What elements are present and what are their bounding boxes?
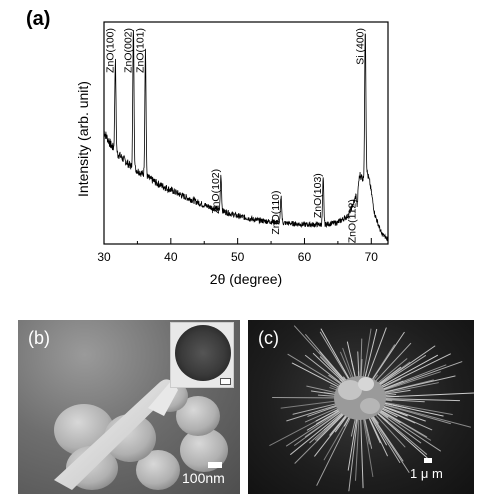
x-axis-label: 2θ (degree)	[210, 271, 282, 287]
nanostructure-image-c	[269, 325, 474, 492]
panel-label-a: (a)	[26, 8, 51, 30]
peak-label: ZnO(112)	[346, 199, 358, 243]
nanowire	[368, 400, 472, 428]
x-tick-label: 60	[298, 250, 312, 264]
xrd-line	[103, 30, 389, 242]
panel-tag-c: (c)	[258, 328, 279, 348]
nanostructure-image-b	[54, 379, 228, 490]
inset-disc	[175, 325, 231, 381]
peak-label: ZnO(103)	[312, 173, 324, 218]
scale-label-c: 1 μ m	[410, 466, 443, 481]
chart-axes: 30 40 50 60 70 2θ (degree) Intensity (arb. uni…	[75, 21, 389, 287]
nanowire	[368, 361, 463, 396]
x-tick-label: 40	[164, 250, 178, 264]
x-tick-label: 50	[231, 250, 245, 264]
nanowire	[348, 405, 360, 492]
sem-panel-b: (b) 100nm	[18, 320, 240, 494]
inset-scale-bar	[220, 378, 231, 385]
panel-tag-b: (b)	[28, 328, 50, 348]
nanowire	[316, 404, 357, 486]
peak-label: ZnO(102)	[210, 169, 222, 214]
peak-labels: ZnO(100) ZnO(002) ZnO(101) ZnO(102) ZnO(110)…	[104, 28, 366, 243]
scale-bar-b	[208, 462, 222, 468]
peak-label: ZnO(100)	[104, 28, 116, 73]
y-axis-label: Intensity (arb. unit)	[75, 81, 91, 197]
peak-label: Si (400)	[354, 28, 366, 65]
xrd-trace	[103, 30, 389, 242]
x-tick-label: 70	[365, 250, 379, 264]
xrd-chart: 30 40 50 60 70 2θ (degree) Intensity (arb. uni…	[75, 21, 389, 287]
scale-bar-c	[424, 458, 432, 463]
sem-panel-c: (c) 1 μ m	[248, 320, 474, 494]
peak-label: ZnO(101)	[134, 28, 146, 73]
peak-label: ZnO(110)	[270, 190, 282, 234]
scale-label-b: 100nm	[182, 470, 225, 486]
tem-inset	[170, 322, 234, 388]
nanowire	[369, 392, 474, 399]
x-tick-label: 30	[97, 250, 111, 264]
peak-label: ZnO(002)	[122, 28, 134, 73]
